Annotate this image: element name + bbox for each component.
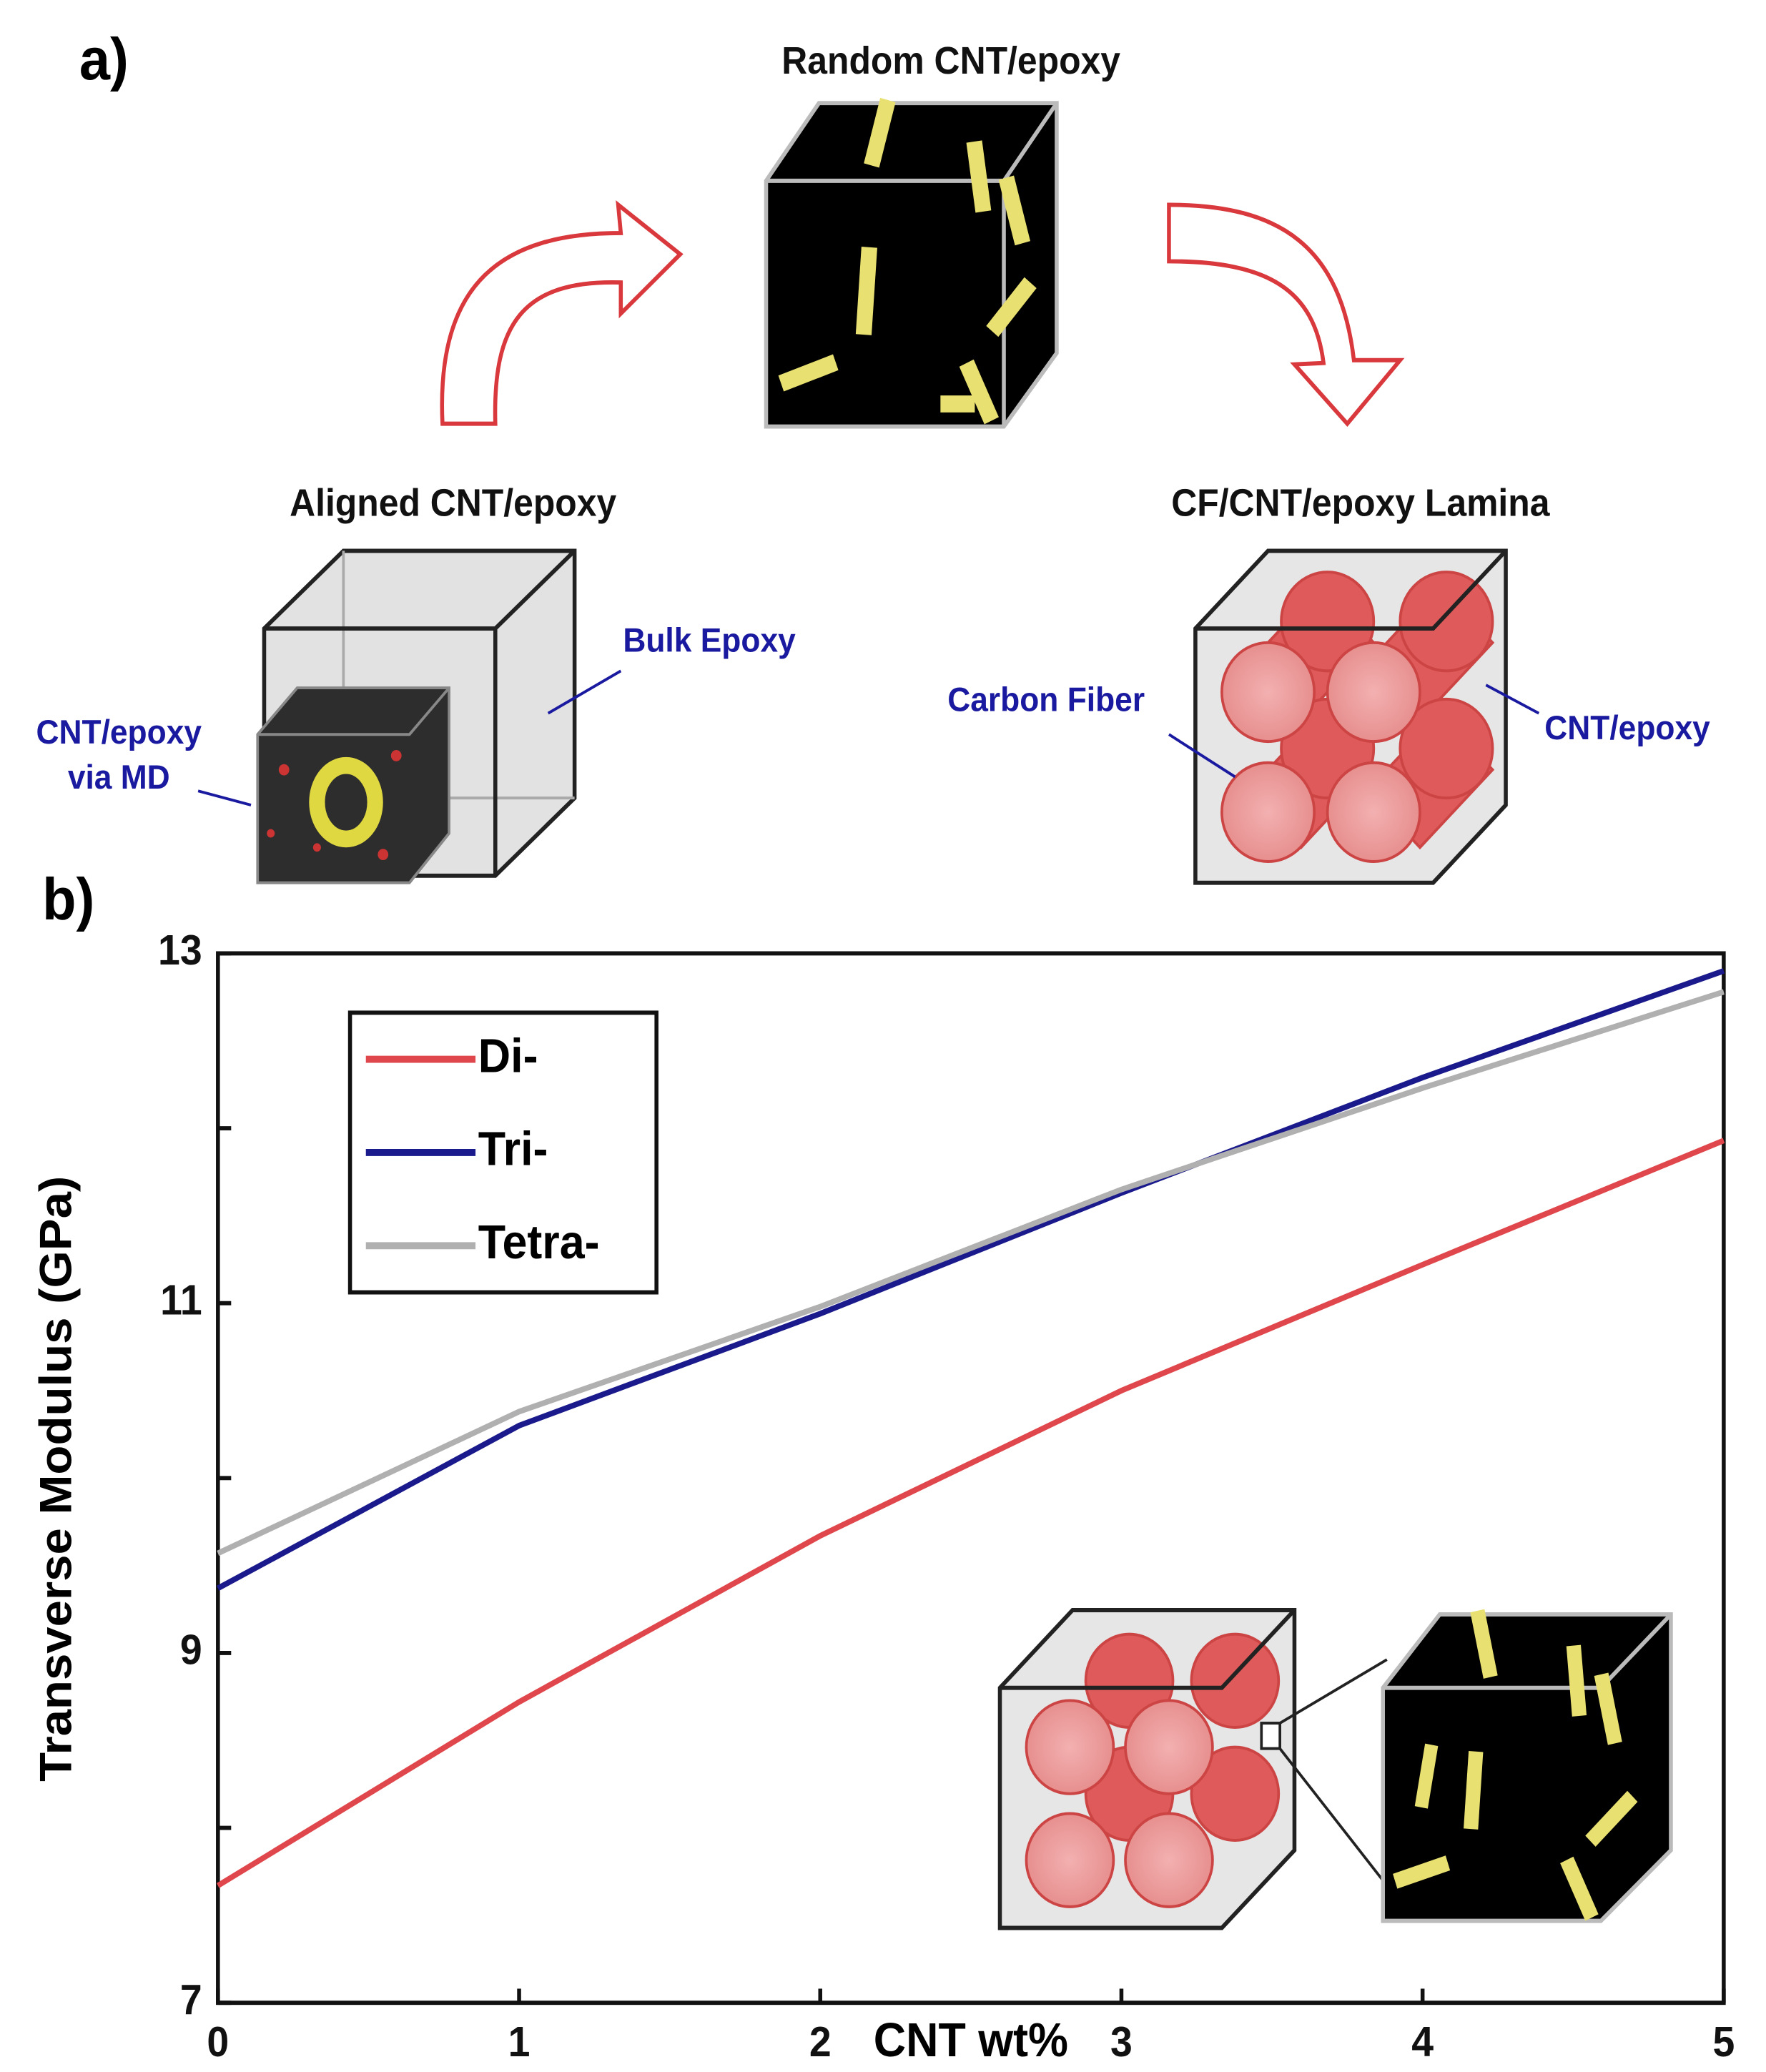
title-aligned: Aligned CNT/epoxy xyxy=(290,481,616,524)
arrow xyxy=(1485,684,1540,715)
y-tick-label: 9 xyxy=(180,1627,202,1674)
legend-label: Tri- xyxy=(478,1122,548,1175)
annotation: via MD xyxy=(68,758,170,796)
series-line xyxy=(217,968,1725,1591)
y-tick-label: 11 xyxy=(160,1277,202,1324)
arrow xyxy=(197,789,252,806)
x-axis-label: CNT wt% xyxy=(874,2013,1068,2066)
y-tick-label: 7 xyxy=(180,1976,202,2023)
arrow xyxy=(1167,202,1405,428)
panel-label: a) xyxy=(79,26,129,92)
y-tick-label: 13 xyxy=(158,927,202,974)
x-tick-label: 0 xyxy=(207,2018,229,2066)
arrow xyxy=(1168,733,1236,779)
inset xyxy=(997,1608,1673,1930)
legend-label: Di- xyxy=(478,1028,538,1082)
y-axis-label: Transverse Modulus (GPa) xyxy=(31,1176,82,1782)
lamina-cube xyxy=(1193,548,1508,885)
annotation: Carbon Fiber xyxy=(947,680,1145,719)
x-tick-label: 5 xyxy=(1712,2018,1735,2066)
series-line xyxy=(217,989,1725,1557)
annotation: CNT/epoxy xyxy=(36,712,202,751)
annotation: CNT/epoxy xyxy=(1544,708,1710,746)
x-tick-label: 3 xyxy=(1110,2018,1133,2066)
arrow xyxy=(440,200,684,426)
random-cube xyxy=(764,97,1059,429)
title-random: Random CNT/epoxy xyxy=(781,39,1120,82)
x-tick-label: 4 xyxy=(1411,2018,1434,2066)
x-tick-label: 1 xyxy=(508,2018,531,2066)
annotation: Bulk Epoxy xyxy=(623,621,796,659)
title-lamina: CF/CNT/epoxy Lamina xyxy=(1171,481,1550,524)
series-line xyxy=(216,1138,1725,1888)
aligned-cube xyxy=(256,548,577,884)
legend-label: Tetra- xyxy=(478,1215,600,1268)
plot-frame xyxy=(216,951,1726,2006)
x-tick-label: 2 xyxy=(809,2018,832,2066)
arrow xyxy=(547,669,622,715)
panel-label: b) xyxy=(42,867,94,933)
